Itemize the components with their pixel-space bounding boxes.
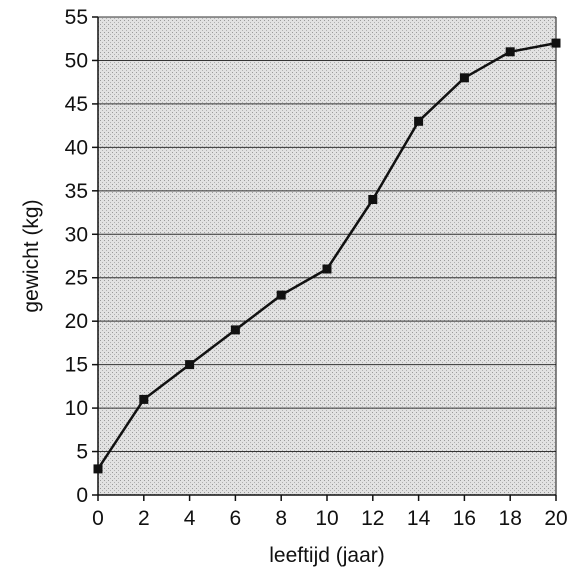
- data-point: [551, 38, 561, 48]
- data-point: [230, 325, 240, 335]
- data-point: [185, 360, 195, 370]
- x-tick-label: 12: [361, 507, 384, 530]
- x-tick-label: 4: [184, 507, 196, 530]
- y-axis-title: gewicht (kg): [20, 199, 43, 312]
- y-tick-label: 15: [65, 354, 88, 377]
- x-tick-label: 20: [544, 507, 567, 530]
- y-ticks: 0 5 10 15 20 25 30 35 40 45 50 55: [65, 6, 98, 507]
- y-tick-label: 10: [65, 397, 88, 420]
- data-point: [414, 116, 424, 126]
- data-point: [368, 195, 378, 204]
- y-tick-label: 35: [65, 180, 88, 203]
- x-tick-label: 16: [453, 507, 476, 530]
- x-tick-label: 18: [499, 507, 522, 530]
- y-tick-label: 30: [65, 223, 88, 246]
- data-point: [459, 73, 469, 83]
- data-point: [139, 394, 149, 404]
- data-point: [93, 464, 103, 474]
- y-tick-label: 55: [65, 6, 88, 29]
- y-tick-label: 0: [76, 484, 88, 507]
- x-axis-title: leeftijd (jaar): [269, 544, 385, 567]
- data-point: [505, 47, 515, 57]
- data-series: [93, 38, 561, 474]
- x-tick-label: 10: [315, 507, 338, 530]
- x-ticks: 0 2 4 6 8 10 12 14 16 18 20: [92, 495, 568, 530]
- y-tick-label: 5: [76, 441, 88, 464]
- grid-lines: [98, 16, 556, 453]
- y-tick-label: 45: [65, 93, 88, 116]
- y-tick-label: 50: [65, 49, 88, 72]
- data-point: [276, 290, 286, 300]
- x-tick-label: 14: [407, 507, 431, 530]
- x-tick-label: 0: [92, 507, 104, 530]
- data-point: [322, 264, 332, 274]
- y-tick-label: 25: [65, 267, 88, 290]
- plot-area: [98, 17, 556, 495]
- x-tick-label: 2: [138, 507, 150, 530]
- x-tick-label: 6: [230, 507, 242, 530]
- y-tick-label: 40: [65, 136, 88, 159]
- x-tick-label: 8: [275, 507, 287, 530]
- y-tick-label: 20: [65, 310, 88, 333]
